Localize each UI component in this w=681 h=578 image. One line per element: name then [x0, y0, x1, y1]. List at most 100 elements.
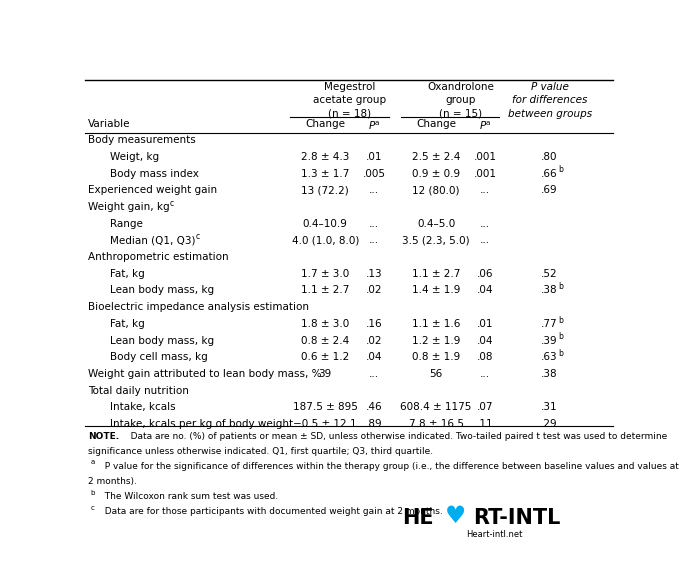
Text: .04: .04	[477, 286, 494, 295]
Text: .69: .69	[541, 186, 558, 195]
Text: Intake, kcals: Intake, kcals	[110, 402, 176, 412]
Text: ...: ...	[369, 235, 379, 246]
Text: .39: .39	[541, 335, 558, 346]
Text: ...: ...	[369, 369, 379, 379]
Text: Variable: Variable	[88, 119, 130, 129]
Text: ♥: ♥	[445, 504, 466, 528]
Text: Fat, kg: Fat, kg	[110, 269, 145, 279]
Text: Intake, kcals per kg of body weight: Intake, kcals per kg of body weight	[110, 419, 294, 429]
Text: Weight gain, kg: Weight gain, kg	[88, 202, 170, 212]
Text: HE: HE	[402, 508, 433, 528]
Text: Megestrol
acetate group
(n = 18): Megestrol acetate group (n = 18)	[313, 82, 386, 118]
Text: .01: .01	[366, 152, 383, 162]
Text: Weigt, kg: Weigt, kg	[110, 152, 159, 162]
Text: 0.8 ± 2.4: 0.8 ± 2.4	[301, 335, 349, 346]
Text: Weight gain attributed to lean body mass, %: Weight gain attributed to lean body mass…	[88, 369, 321, 379]
Text: 2.8 ± 4.3: 2.8 ± 4.3	[301, 152, 349, 162]
Text: Range: Range	[110, 218, 143, 229]
Text: 0.9 ± 0.9: 0.9 ± 0.9	[412, 169, 460, 179]
Text: P value
for differences
between groups: P value for differences between groups	[507, 82, 592, 118]
Text: Body measurements: Body measurements	[88, 135, 195, 145]
Text: .63: .63	[541, 352, 558, 362]
Text: .38: .38	[541, 286, 558, 295]
Text: ...: ...	[480, 235, 490, 246]
Text: Fat, kg: Fat, kg	[110, 319, 145, 329]
Text: 39: 39	[319, 369, 332, 379]
Text: .31: .31	[541, 402, 558, 412]
Text: Body mass index: Body mass index	[110, 169, 200, 179]
Text: .38: .38	[541, 369, 558, 379]
Text: The Wilcoxon rank sum test was used.: The Wilcoxon rank sum test was used.	[99, 492, 279, 501]
Text: .02: .02	[366, 286, 383, 295]
Text: .005: .005	[363, 169, 386, 179]
Text: Change: Change	[416, 119, 456, 129]
Text: b: b	[558, 349, 563, 358]
Text: .001: .001	[474, 152, 496, 162]
Text: 13 (72.2): 13 (72.2)	[302, 186, 349, 195]
Text: 1.1 ± 2.7: 1.1 ± 2.7	[301, 286, 349, 295]
Text: .02: .02	[366, 335, 383, 346]
Text: c: c	[196, 232, 200, 241]
Text: ...: ...	[369, 218, 379, 229]
Text: a: a	[91, 460, 95, 465]
Text: P value for the significance of differences within the therapy group (i.e., the : P value for the significance of differen…	[99, 462, 679, 471]
Text: $\it{P}$$^{\rm{a}}$: $\it{P}$$^{\rm{a}}$	[479, 119, 491, 132]
Text: 1.2 ± 1.9: 1.2 ± 1.9	[412, 335, 460, 346]
Text: 0.6 ± 1.2: 0.6 ± 1.2	[301, 352, 349, 362]
Text: 2.5 ± 2.4: 2.5 ± 2.4	[412, 152, 460, 162]
Text: 1.8 ± 3.0: 1.8 ± 3.0	[301, 319, 349, 329]
Text: Heart-intl.net: Heart-intl.net	[466, 531, 522, 539]
Text: .66: .66	[541, 169, 558, 179]
Text: c: c	[170, 199, 174, 208]
Text: Data are no. (%) of patients or mean ± SD, unless otherwise indicated. Two-taile: Data are no. (%) of patients or mean ± S…	[122, 432, 667, 441]
Text: 1.1 ± 1.6: 1.1 ± 1.6	[412, 319, 460, 329]
Text: 1.7 ± 3.0: 1.7 ± 3.0	[301, 269, 349, 279]
Text: Oxandrolone
group
(n = 15): Oxandrolone group (n = 15)	[427, 82, 494, 118]
Text: 608.4 ± 1175: 608.4 ± 1175	[400, 402, 472, 412]
Text: .04: .04	[366, 352, 383, 362]
Text: 56: 56	[430, 369, 443, 379]
Text: .52: .52	[541, 269, 558, 279]
Text: ...: ...	[480, 186, 490, 195]
Text: .63: .63	[541, 352, 558, 362]
Text: Median (Q1, Q3): Median (Q1, Q3)	[110, 235, 196, 246]
Text: ...: ...	[480, 218, 490, 229]
Text: Bioelectric impedance analysis estimation: Bioelectric impedance analysis estimatio…	[88, 302, 308, 312]
Text: 4.0 (1.0, 8.0): 4.0 (1.0, 8.0)	[291, 235, 359, 246]
Text: .66: .66	[541, 169, 558, 179]
Text: −0.5 ± 12.1: −0.5 ± 12.1	[294, 419, 357, 429]
Text: Lean body mass, kg: Lean body mass, kg	[110, 286, 215, 295]
Text: 1.1 ± 2.7: 1.1 ± 2.7	[412, 269, 460, 279]
Text: ...: ...	[480, 369, 490, 379]
Text: 1.4 ± 1.9: 1.4 ± 1.9	[412, 286, 460, 295]
Text: b: b	[558, 316, 563, 325]
Text: .06: .06	[477, 269, 494, 279]
Text: .13: .13	[366, 269, 383, 279]
Text: Experienced weight gain: Experienced weight gain	[88, 186, 217, 195]
Text: significance unless otherwise indicated. Q1, first quartile; Q3, third quartile.: significance unless otherwise indicated.…	[88, 447, 433, 456]
Text: .38: .38	[541, 286, 558, 295]
Text: .39: .39	[541, 335, 558, 346]
Text: 7.8 ± 16.5: 7.8 ± 16.5	[409, 419, 464, 429]
Text: .16: .16	[366, 319, 383, 329]
Text: 12 (80.0): 12 (80.0)	[412, 186, 460, 195]
Text: c: c	[91, 505, 94, 511]
Text: 187.5 ± 895: 187.5 ± 895	[293, 402, 358, 412]
Text: 1.3 ± 1.7: 1.3 ± 1.7	[301, 169, 349, 179]
Text: 0.4–5.0: 0.4–5.0	[417, 218, 455, 229]
Text: .89: .89	[366, 419, 383, 429]
Text: Anthropometric estimation: Anthropometric estimation	[88, 252, 228, 262]
Text: .001: .001	[474, 169, 496, 179]
Text: 0.4–10.9: 0.4–10.9	[303, 218, 348, 229]
Text: Weight gain, kg: Weight gain, kg	[88, 202, 170, 212]
Text: b: b	[558, 165, 563, 175]
Text: .08: .08	[477, 352, 494, 362]
Text: .04: .04	[477, 335, 494, 346]
Text: b: b	[558, 282, 563, 291]
Text: 3.5 (2.3, 5.0): 3.5 (2.3, 5.0)	[402, 235, 470, 246]
Text: Median (Q1, Q3): Median (Q1, Q3)	[110, 235, 196, 246]
Text: .77: .77	[541, 319, 558, 329]
Text: Lean body mass, kg: Lean body mass, kg	[110, 335, 215, 346]
Text: .01: .01	[477, 319, 494, 329]
Text: b: b	[91, 490, 95, 496]
